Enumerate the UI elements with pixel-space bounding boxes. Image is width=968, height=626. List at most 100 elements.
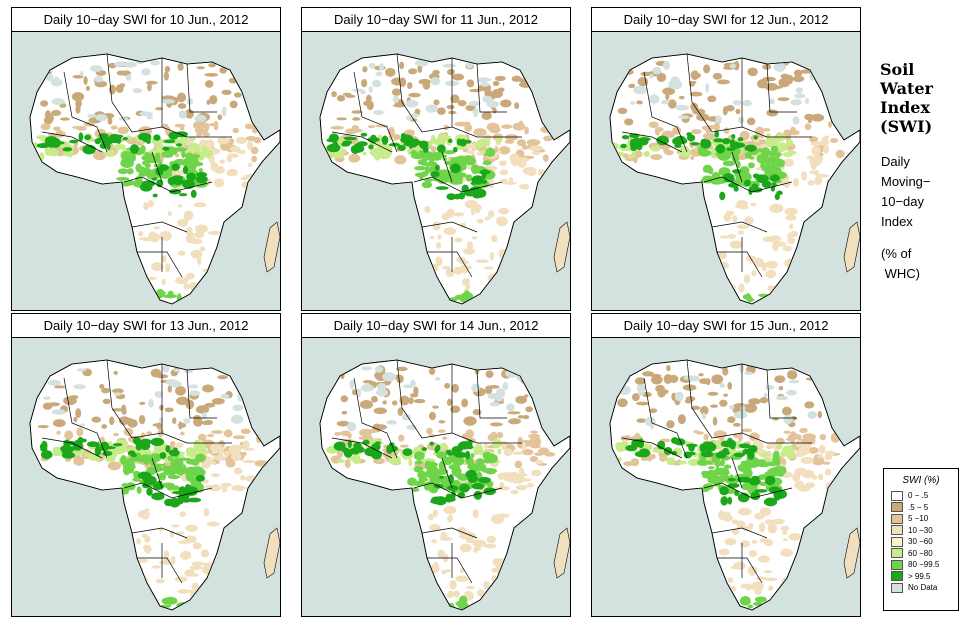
swi-cell [356, 388, 362, 398]
swi-cell [765, 260, 778, 269]
swi-cell [432, 221, 441, 231]
swi-cell [483, 580, 490, 590]
swi-cell [809, 441, 816, 445]
swi-cell [186, 98, 194, 105]
swi-cell [443, 505, 457, 515]
swi-cell [740, 405, 746, 413]
swi-cell [244, 123, 254, 130]
swi-cell [799, 427, 808, 433]
swi-cell [485, 370, 494, 378]
swi-cell [195, 474, 205, 482]
swi-cell [127, 151, 133, 156]
legend-label: 30 −60 [908, 537, 933, 547]
swi-cell [221, 106, 227, 117]
swi-cell [731, 134, 736, 139]
swi-cell [203, 508, 210, 517]
swi-cell [492, 80, 500, 86]
swi-cell [482, 95, 493, 103]
swi-cell [499, 169, 509, 176]
country-border [711, 527, 768, 539]
country-border [766, 369, 797, 419]
swi-cell [648, 373, 662, 378]
swi-cell [790, 99, 802, 106]
swi-cell [122, 136, 128, 141]
swi-cell [43, 396, 51, 400]
swi-cell [442, 63, 457, 68]
swi-cell [369, 134, 377, 144]
swi-cell [731, 519, 739, 525]
swi-cell [206, 521, 220, 527]
swi-cell [373, 407, 388, 415]
swi-cell [768, 137, 781, 144]
swi-cell [407, 82, 413, 89]
swi-cell [178, 110, 187, 119]
swi-cell [132, 87, 143, 94]
swi-cell [111, 408, 124, 412]
swi-cell [459, 567, 465, 574]
swi-cell [698, 149, 712, 157]
swi-cell [411, 113, 419, 118]
swi-cell [173, 147, 188, 152]
swi-cell [630, 83, 636, 88]
swi-cell [94, 138, 102, 145]
swi-cell [169, 498, 181, 508]
swi-cell [746, 117, 756, 126]
swi-cell [732, 422, 741, 427]
swi-cell [780, 73, 790, 80]
swi-cell [643, 150, 651, 158]
swi-cell [689, 91, 703, 97]
swi-cell [620, 441, 629, 446]
swi-cell [371, 449, 383, 460]
swi-cell [408, 92, 421, 98]
swi-cell [801, 171, 808, 181]
swi-cell [720, 459, 725, 467]
swi-cell [457, 526, 467, 535]
swi-cell [814, 378, 826, 387]
swi-cell [424, 460, 432, 470]
legend-item: .5 − 5 [891, 502, 958, 514]
swi-cell [358, 436, 371, 441]
swi-cell [442, 157, 448, 161]
swi-cell [734, 474, 741, 478]
swi-cell [476, 218, 484, 224]
swi-cell [747, 162, 755, 169]
swi-cell [777, 97, 790, 102]
swi-cell [762, 128, 771, 132]
legend-label: > 99.5 [908, 571, 931, 581]
country-border [331, 437, 393, 459]
swi-cell [51, 409, 66, 415]
swi-cell [371, 395, 378, 403]
swi-cell [751, 480, 760, 485]
country-border [741, 364, 812, 444]
description-line: Moving− [881, 174, 931, 189]
swi-cell [437, 549, 445, 559]
swi-cell [727, 496, 733, 505]
swi-cell [649, 73, 654, 79]
swi-cell [165, 445, 171, 453]
panel-title: Daily 10−day SWI for 12 Jun., 2012 [591, 7, 861, 33]
swi-cell [495, 388, 506, 398]
swi-cell [631, 393, 640, 402]
swi-cell [515, 395, 527, 404]
index-title: Soil Water Index (SWI) [880, 60, 933, 136]
swi-cell [824, 468, 832, 476]
swi-cell [696, 459, 709, 466]
swi-cell [636, 401, 649, 406]
swi-cell [398, 434, 405, 442]
swi-cell [458, 192, 466, 200]
country-border [703, 176, 793, 193]
swi-cell [446, 105, 455, 110]
swi-cell [442, 265, 451, 270]
swi-cell [159, 404, 164, 411]
swi-cell [473, 490, 483, 500]
swi-cell [63, 152, 68, 157]
swi-cell [62, 147, 73, 152]
swi-cell [731, 528, 740, 535]
unit-line: WHC) [881, 266, 920, 281]
swi-cell [247, 140, 254, 150]
swi-cell [751, 475, 760, 480]
legend-title: SWI (%) [902, 475, 940, 486]
swi-cell [336, 420, 350, 427]
swi-cell [741, 509, 752, 515]
swi-cell [169, 461, 180, 465]
